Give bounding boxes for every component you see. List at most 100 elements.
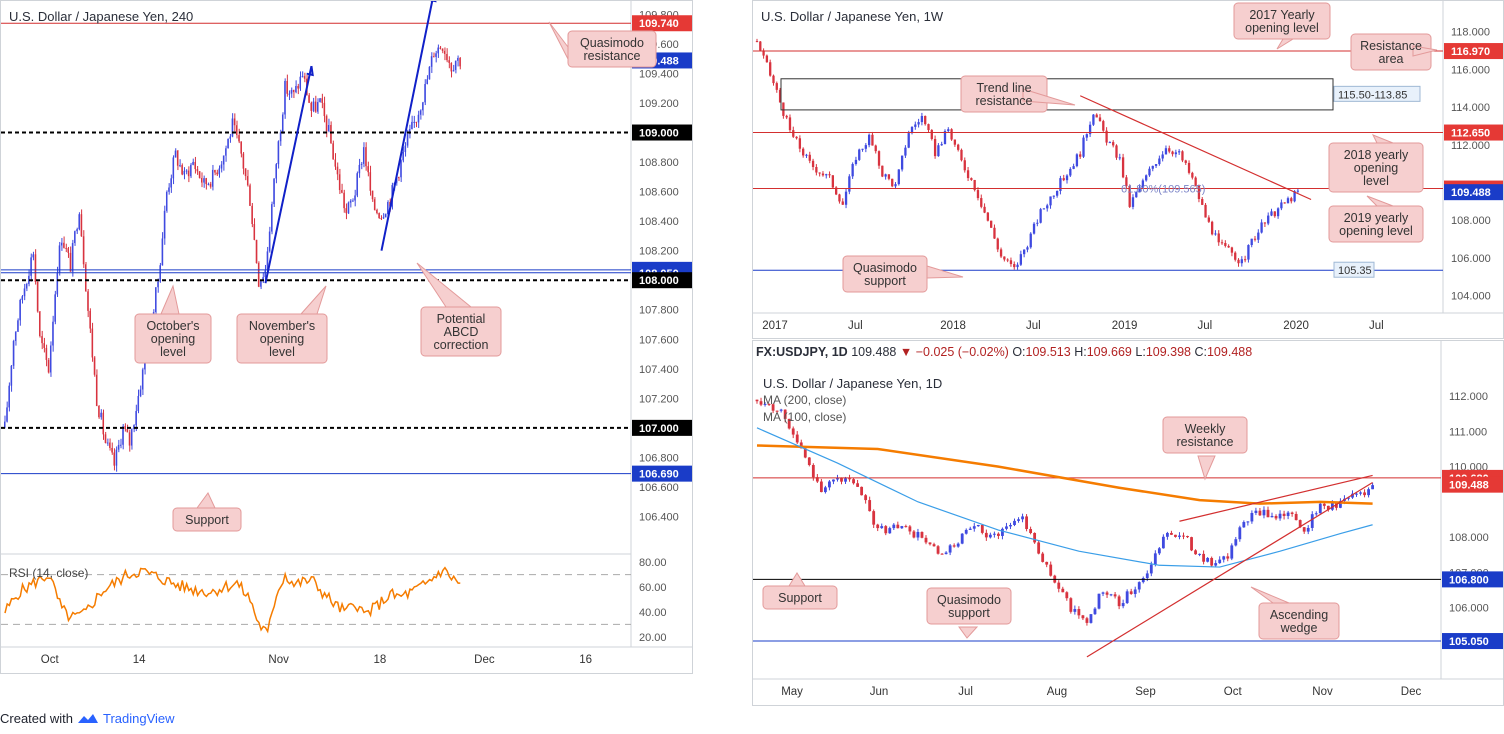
candle-body [214,169,216,173]
candle-body [60,242,63,246]
candle-body [135,410,137,426]
candle-body [988,534,992,538]
callout-2018-yearly-pointer [1371,134,1394,144]
candle-body [1088,124,1092,135]
candle-body [183,170,186,175]
trend-line [1079,95,1312,201]
candle-body [1029,529,1033,533]
candle-body [1145,175,1148,181]
candle-body [970,178,973,180]
open-key: O: [1012,345,1026,359]
candle-body [1322,503,1326,506]
candle-body [821,173,825,176]
candle-body [1041,553,1045,562]
chart-panel-4h[interactable]: U.S. Dollar / Japanese Yen, 240 109.8001… [0,0,693,674]
candle-body [161,238,164,266]
callout-ascending-wedge-text: wedge [1280,621,1318,635]
candle-body [765,55,769,63]
candle-body [21,296,24,300]
candle-body [89,310,91,329]
candle-body [273,178,275,205]
candle-body [1214,233,1217,235]
y-tick-label: 107.800 [639,305,679,317]
chart-title-daily: U.S. Dollar / Japanese Yen, 1D [763,376,943,391]
chart-panel-weekly[interactable]: U.S. Dollar / Japanese Yen, 1W 118.000 11… [752,0,1504,339]
candle-body [36,281,39,312]
candle-body [815,477,819,482]
candle-body [415,121,418,123]
x-tick-label: Dec [474,654,495,666]
callout-quasimodo-resistance-text: Quasimodo [580,36,644,50]
candle-body [848,478,851,480]
callout-novembers-opening-text: November's [249,319,315,333]
candle-body [940,553,944,555]
x-tick-label: 14 [133,654,146,666]
candle-body [1045,561,1049,565]
candle-body [238,135,240,142]
y-tick-label: 106.000 [1449,603,1489,615]
candle-body [130,429,133,446]
candle-body [917,122,920,125]
candle-body [1198,553,1201,555]
candle-body [972,526,976,529]
candle-body [209,183,212,187]
candle-body [225,148,227,156]
candle-body [798,138,802,149]
candle-body [308,95,310,103]
candle-body [457,57,459,61]
candle-body [78,214,80,230]
candle-body [771,404,775,411]
candle-body [281,114,284,133]
callout-2019-yearly-text: 2019 yearly [1344,211,1409,225]
chart-svg-daily: 112.000111.000110.000108.000107.000106.0… [753,341,1503,698]
candle-body [23,288,26,297]
candle-body [920,115,924,123]
last-price: 109.488 [851,345,897,359]
candle-body [411,121,413,130]
candle-body [1001,528,1004,536]
candle-body [956,543,960,547]
candle-body [170,178,172,188]
y-tick-label: 108.000 [1451,215,1491,227]
box-label-bg [1333,85,1421,102]
candle-body [194,161,196,170]
candle-body [884,526,888,534]
candle-body [271,204,273,232]
candle-body [1154,164,1158,166]
candle-body [1347,497,1350,499]
candle-body [953,139,957,145]
candle-body [1266,509,1270,518]
y-tick-label: 108.600 [639,187,679,199]
candle-body [187,170,190,177]
candle-body [1061,588,1065,593]
candle-body [803,448,807,458]
candle-body [1161,536,1165,549]
abcd-arrow [380,1,434,251]
candle-body [912,531,916,538]
candle-body [811,464,815,478]
chart-panel-daily[interactable]: FX:USDJPY, 1D 109.488 ▼ −0.025 (−0.02%) … [752,340,1504,706]
footer-brand[interactable]: TradingView [102,711,175,726]
candle-body [133,425,135,430]
candle-body [832,479,835,482]
candle-body [262,277,264,281]
callout-support-4h-text: Support [185,513,229,527]
candle-body [762,50,765,56]
candle-body [1112,142,1115,146]
candle-body [1197,185,1201,200]
candle-body [880,526,884,529]
candle-body [792,130,795,137]
price-label: 107.000 [639,423,679,435]
candle-body [1204,204,1207,218]
x-tick-label: 2017 [762,320,788,332]
candle-body [840,477,843,482]
candle-body [787,418,791,429]
candle-body [1217,233,1220,243]
candle-body [1247,245,1250,260]
candle-body [1009,524,1012,527]
candle-body [1184,160,1187,163]
callout-resistance-area-text: area [1378,52,1403,66]
callout-octobers-opening-text: opening [151,332,196,346]
y-tick-label: 112.000 [1449,391,1488,403]
candle-body [1055,190,1059,196]
